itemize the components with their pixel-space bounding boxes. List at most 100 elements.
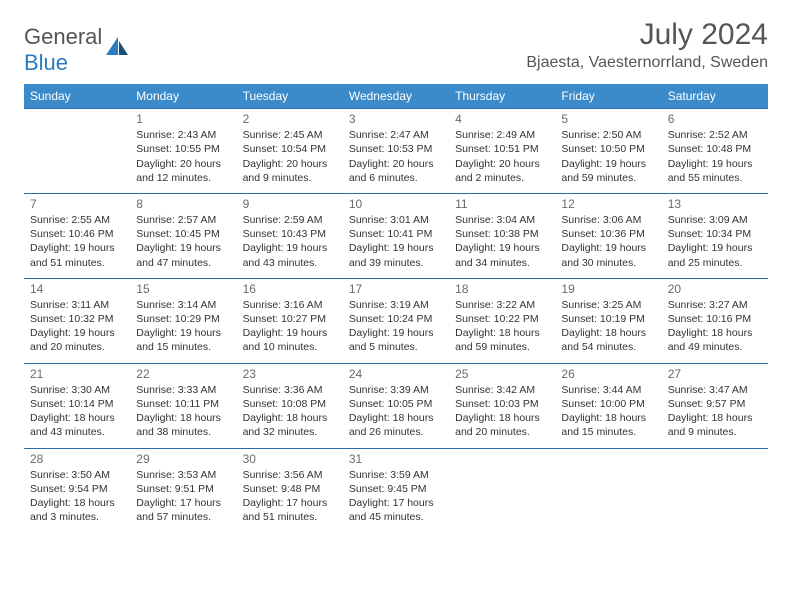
- daylight2-text: and 47 minutes.: [136, 256, 230, 270]
- calendar-cell: 5Sunrise: 2:50 AMSunset: 10:50 PMDayligh…: [555, 109, 661, 194]
- daylight1-text: Daylight: 19 hours: [30, 241, 124, 255]
- location-text: Bjaesta, Vaesternorrland, Sweden: [526, 54, 768, 72]
- sunrise-text: Sunrise: 3:14 AM: [136, 298, 230, 312]
- daylight1-text: Daylight: 19 hours: [349, 326, 443, 340]
- daylight1-text: Daylight: 18 hours: [30, 411, 124, 425]
- calendar-cell: 26Sunrise: 3:44 AMSunset: 10:00 PMDaylig…: [555, 363, 661, 448]
- sunset-text: Sunset: 10:45 PM: [136, 227, 230, 241]
- daylight1-text: Daylight: 17 hours: [243, 496, 337, 510]
- calendar-cell: 28Sunrise: 3:50 AMSunset: 9:54 PMDayligh…: [24, 448, 130, 532]
- brand-logo: General Blue: [24, 18, 130, 76]
- calendar-cell: 15Sunrise: 3:14 AMSunset: 10:29 PMDaylig…: [130, 278, 236, 363]
- day-number: 9: [243, 196, 337, 212]
- calendar-cell: 16Sunrise: 3:16 AMSunset: 10:27 PMDaylig…: [237, 278, 343, 363]
- daylight2-text: and 3 minutes.: [30, 510, 124, 524]
- sunset-text: Sunset: 10:03 PM: [455, 397, 549, 411]
- calendar-cell: 22Sunrise: 3:33 AMSunset: 10:11 PMDaylig…: [130, 363, 236, 448]
- sunset-text: Sunset: 10:19 PM: [561, 312, 655, 326]
- weekday-header: Thursday: [449, 84, 555, 109]
- weekday-header: Monday: [130, 84, 236, 109]
- day-number: 20: [668, 281, 762, 297]
- brand-part1: General: [24, 24, 102, 49]
- day-number: 28: [30, 451, 124, 467]
- daylight2-text: and 49 minutes.: [668, 340, 762, 354]
- sunset-text: Sunset: 10:29 PM: [136, 312, 230, 326]
- calendar-cell: 30Sunrise: 3:56 AMSunset: 9:48 PMDayligh…: [237, 448, 343, 532]
- sunset-text: Sunset: 9:48 PM: [243, 482, 337, 496]
- daylight2-text: and 20 minutes.: [455, 425, 549, 439]
- daylight1-text: Daylight: 19 hours: [561, 157, 655, 171]
- daylight1-text: Daylight: 18 hours: [561, 411, 655, 425]
- calendar-cell: 1Sunrise: 2:43 AMSunset: 10:55 PMDayligh…: [130, 109, 236, 194]
- daylight1-text: Daylight: 19 hours: [668, 157, 762, 171]
- day-number: 17: [349, 281, 443, 297]
- sunset-text: Sunset: 10:22 PM: [455, 312, 549, 326]
- sunrise-text: Sunrise: 3:36 AM: [243, 383, 337, 397]
- daylight2-text: and 2 minutes.: [455, 171, 549, 185]
- calendar-week-row: 7Sunrise: 2:55 AMSunset: 10:46 PMDayligh…: [24, 193, 768, 278]
- day-number: 6: [668, 111, 762, 127]
- calendar-cell: 7Sunrise: 2:55 AMSunset: 10:46 PMDayligh…: [24, 193, 130, 278]
- calendar-cell: 12Sunrise: 3:06 AMSunset: 10:36 PMDaylig…: [555, 193, 661, 278]
- daylight1-text: Daylight: 18 hours: [30, 496, 124, 510]
- sunset-text: Sunset: 10:53 PM: [349, 142, 443, 156]
- calendar-body: 1Sunrise: 2:43 AMSunset: 10:55 PMDayligh…: [24, 109, 768, 533]
- daylight1-text: Daylight: 19 hours: [561, 241, 655, 255]
- daylight1-text: Daylight: 18 hours: [455, 326, 549, 340]
- calendar-cell: 8Sunrise: 2:57 AMSunset: 10:45 PMDayligh…: [130, 193, 236, 278]
- daylight1-text: Daylight: 19 hours: [30, 326, 124, 340]
- daylight1-text: Daylight: 20 hours: [349, 157, 443, 171]
- day-number: 13: [668, 196, 762, 212]
- sunset-text: Sunset: 10:08 PM: [243, 397, 337, 411]
- calendar-cell: 2Sunrise: 2:45 AMSunset: 10:54 PMDayligh…: [237, 109, 343, 194]
- sunset-text: Sunset: 10:51 PM: [455, 142, 549, 156]
- daylight2-text: and 32 minutes.: [243, 425, 337, 439]
- sunrise-text: Sunrise: 3:59 AM: [349, 468, 443, 482]
- calendar-cell: [449, 448, 555, 532]
- sunset-text: Sunset: 10:41 PM: [349, 227, 443, 241]
- daylight2-text: and 39 minutes.: [349, 256, 443, 270]
- day-number: 24: [349, 366, 443, 382]
- title-block: July 2024 Bjaesta, Vaesternorrland, Swed…: [526, 18, 768, 72]
- calendar-cell: 4Sunrise: 2:49 AMSunset: 10:51 PMDayligh…: [449, 109, 555, 194]
- daylight2-text: and 59 minutes.: [455, 340, 549, 354]
- calendar-cell: 24Sunrise: 3:39 AMSunset: 10:05 PMDaylig…: [343, 363, 449, 448]
- brand-part2: Blue: [24, 50, 68, 75]
- daylight2-text: and 43 minutes.: [30, 425, 124, 439]
- sunset-text: Sunset: 10:32 PM: [30, 312, 124, 326]
- day-number: 2: [243, 111, 337, 127]
- daylight1-text: Daylight: 19 hours: [243, 326, 337, 340]
- day-number: 18: [455, 281, 549, 297]
- sunrise-text: Sunrise: 3:04 AM: [455, 213, 549, 227]
- calendar-cell: [555, 448, 661, 532]
- day-number: 25: [455, 366, 549, 382]
- daylight1-text: Daylight: 19 hours: [455, 241, 549, 255]
- daylight2-text: and 9 minutes.: [243, 171, 337, 185]
- daylight2-text: and 51 minutes.: [30, 256, 124, 270]
- day-number: 14: [30, 281, 124, 297]
- weekday-header: Friday: [555, 84, 661, 109]
- sunset-text: Sunset: 10:27 PM: [243, 312, 337, 326]
- daylight2-text: and 55 minutes.: [668, 171, 762, 185]
- daylight1-text: Daylight: 18 hours: [243, 411, 337, 425]
- brand-text: General Blue: [24, 24, 102, 76]
- sunrise-text: Sunrise: 2:47 AM: [349, 128, 443, 142]
- daylight2-text: and 57 minutes.: [136, 510, 230, 524]
- sunrise-text: Sunrise: 3:44 AM: [561, 383, 655, 397]
- daylight2-text: and 5 minutes.: [349, 340, 443, 354]
- daylight1-text: Daylight: 20 hours: [243, 157, 337, 171]
- calendar-cell: 25Sunrise: 3:42 AMSunset: 10:03 PMDaylig…: [449, 363, 555, 448]
- daylight1-text: Daylight: 19 hours: [136, 326, 230, 340]
- calendar-cell: 18Sunrise: 3:22 AMSunset: 10:22 PMDaylig…: [449, 278, 555, 363]
- daylight2-text: and 59 minutes.: [561, 171, 655, 185]
- daylight1-text: Daylight: 17 hours: [136, 496, 230, 510]
- day-number: 7: [30, 196, 124, 212]
- daylight2-text: and 9 minutes.: [668, 425, 762, 439]
- sunrise-text: Sunrise: 3:19 AM: [349, 298, 443, 312]
- calendar-cell: 31Sunrise: 3:59 AMSunset: 9:45 PMDayligh…: [343, 448, 449, 532]
- weekday-header: Saturday: [662, 84, 768, 109]
- daylight2-text: and 38 minutes.: [136, 425, 230, 439]
- daylight1-text: Daylight: 18 hours: [349, 411, 443, 425]
- sunrise-text: Sunrise: 3:25 AM: [561, 298, 655, 312]
- daylight2-text: and 15 minutes.: [136, 340, 230, 354]
